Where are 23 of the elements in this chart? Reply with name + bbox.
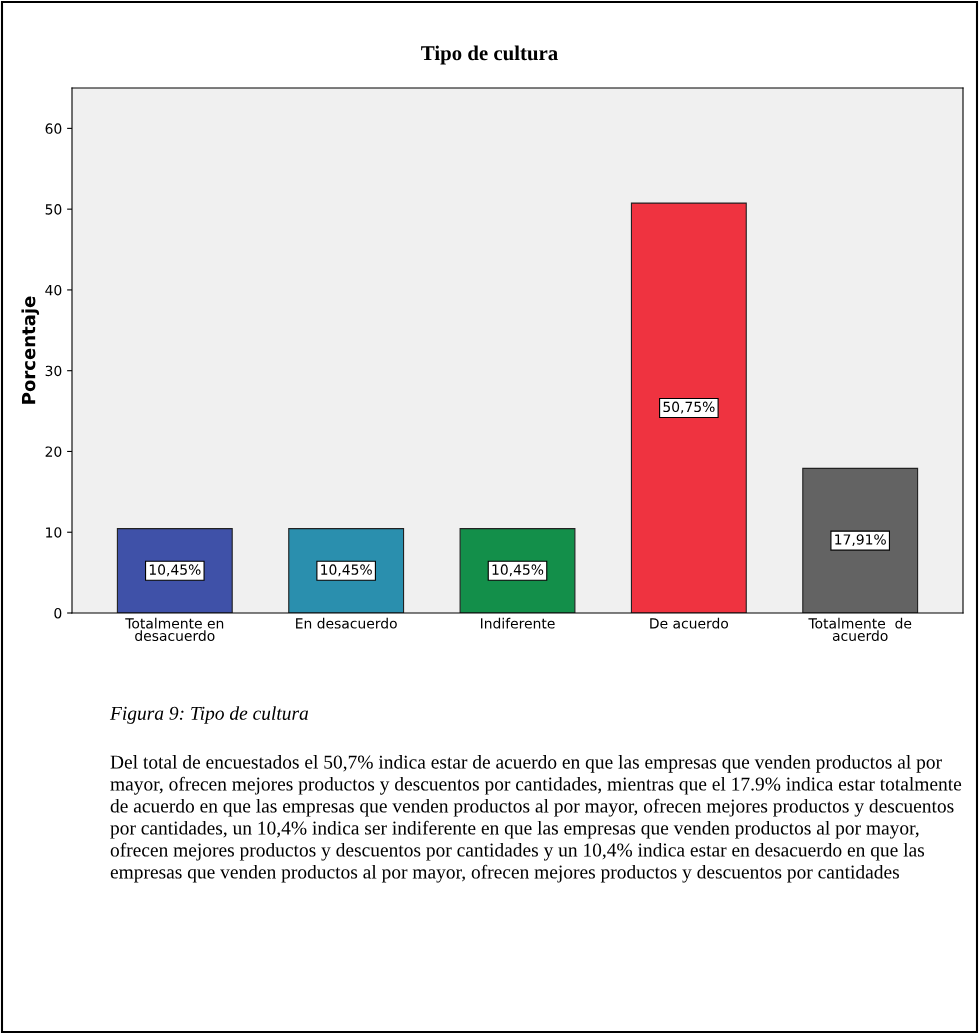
x-tick-label: En desacuerdo bbox=[296, 617, 397, 629]
y-tick-label: 40 bbox=[45, 284, 62, 296]
bar bbox=[630, 202, 747, 613]
data-label: 10,45% bbox=[321, 564, 372, 577]
data-label: 10,45% bbox=[492, 564, 544, 577]
y-tick-label: 50 bbox=[45, 204, 62, 215]
bar bbox=[802, 467, 919, 613]
y-tick-label: 0 bbox=[54, 607, 62, 619]
data-label: 17,91% bbox=[835, 534, 886, 547]
chart-title: Tipo de cultura bbox=[421, 45, 558, 65]
text: Figura 9: Tipo de cultura bbox=[109, 706, 309, 724]
x-tick-label: Indiferente bbox=[480, 617, 555, 629]
y-axis-title: Porcentaje bbox=[21, 296, 40, 404]
x-tick-label: De acuerdo bbox=[650, 617, 729, 629]
text: Del total de encuestados el 50,7% indica estar de acuerdo en que las empresas que venden productos al por mayor, ofrecen mejores productos y descuentos por cantidades, mientras que el 17.9% indica estar totalmente de acuerdo en que las empresas que venden productos al por mayor, ofrecen mejores productos y descuentos por cantidades, un 10,4% indica ser indiferente en que las empresas que venden productos al por mayor, ofrecen mejores productos y descuentos por cantidades y un 10,4% indica estar en desacuerdo en que las empresas que venden productos al por mayor, ofrecen mejores productos y descuentos por cantidades bbox=[110, 755, 962, 883]
y-tick-label: 20 bbox=[45, 446, 62, 457]
data-label: 10,45% bbox=[149, 564, 201, 577]
y-tick-label: 10 bbox=[46, 527, 62, 538]
data-label: 50,75% bbox=[663, 401, 715, 414]
x-tick-label: Totalmente de acuerdo bbox=[808, 617, 912, 641]
y-tick-label: 30 bbox=[45, 365, 62, 377]
y-tick-label: 60 bbox=[45, 123, 62, 134]
x-tick-label: Totalmente en desacuerdo bbox=[125, 617, 224, 641]
